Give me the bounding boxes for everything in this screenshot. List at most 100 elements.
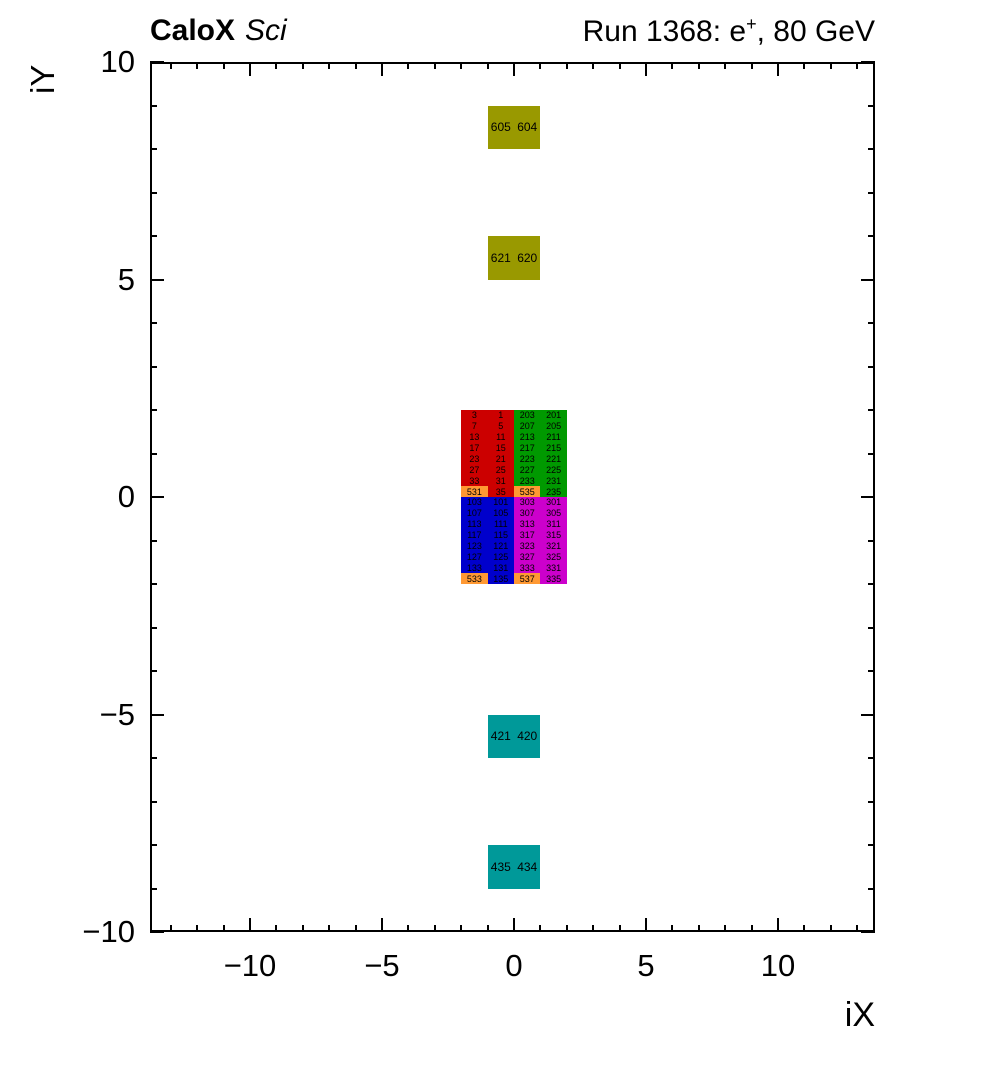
x-tick-minor [671,62,674,69]
x-tick-label: 0 [505,948,523,983]
x-tick-minor [196,62,199,69]
x-tick-minor [803,925,806,932]
y-tick-minor [868,670,875,672]
x-tick-major [381,62,383,76]
channel-cell-133: 133 [466,562,482,573]
x-tick-major [777,918,779,932]
x-tick-minor [354,925,357,932]
channel-cell-1: 1 [498,410,504,421]
y-tick-minor [868,844,875,846]
channel-cell-101: 101 [493,497,509,508]
channel-label: 435 [490,859,511,874]
quadrant-row: 531 35 [461,486,514,497]
quadrant-row: 113 111 [461,519,514,530]
channel-cell-31: 31 [495,475,506,486]
pair-block-421-420: 421 420 [487,714,541,758]
y-tick-minor [150,235,157,237]
channel-cell-111: 111 [493,519,508,530]
x-tick-minor [301,925,304,932]
x-tick-minor [275,925,278,932]
quadrant-row: 323 321 [514,541,567,552]
channel-cell-25: 25 [495,464,506,475]
channel-label: 434 [517,859,538,874]
quadrant-row: 535 235 [514,486,567,497]
channel-cell-35: 35 [495,486,506,497]
x-tick-minor [829,62,832,69]
quadrant-row: 123 121 [461,541,514,552]
channel-cell-131: 131 [493,562,509,573]
y-tick-minor [150,409,157,411]
x-tick-minor [433,62,436,69]
channel-cell-21: 21 [495,453,506,464]
x-tick-minor [697,925,700,932]
x-tick-minor [856,925,859,932]
brand-subtitle: Sci [245,14,287,47]
x-tick-minor [750,925,753,932]
x-tick-minor [486,62,489,69]
channel-cell-323: 323 [519,540,535,551]
y-tick-major [861,278,875,281]
quadrant-row: 327 325 [514,551,567,562]
channel-cell-211: 211 [546,432,561,443]
quadrant-lower-left: 103 101 107 105 113 111 117 115 123 121 127 125 133 1… [461,497,514,584]
x-tick-minor [565,925,568,932]
y-tick-minor [150,148,157,150]
channel-cell-127: 127 [466,551,482,562]
y-tick-minor [868,887,875,890]
y-tick-minor [868,757,875,759]
y-tick-minor [150,539,157,542]
quadrant-row: 533 135 [461,573,514,584]
quadrant-row: 233 231 [514,475,567,486]
x-tick-minor [354,62,357,69]
quadrant-row: 307 305 [514,508,567,519]
y-tick-minor [868,191,875,194]
y-tick-minor [150,670,157,672]
channel-cell-103: 103 [466,497,482,508]
quadrant-row: 313 311 [514,519,567,530]
x-tick-minor [301,62,304,69]
quadrant-row: 103 101 [461,497,514,508]
channel-cell-113: 113 [467,519,482,530]
plot-frame: 605 604 621 620 421 420 435 434 3 1 7 5 13 11 17 15 23 21… [150,61,875,933]
channel-cell-115: 115 [493,530,508,541]
quadrant-row: 213 211 [514,432,567,443]
channel-cell-301: 301 [546,497,562,508]
channel-cell-537: 537 [514,573,541,584]
x-tick-minor [407,62,410,69]
run-title-superscript: + [746,14,757,34]
y-tick-major [861,496,875,498]
x-tick-minor [803,62,806,69]
y-tick-minor [868,365,875,368]
run-title-prefix: Run 1368: e [582,15,747,48]
quadrant-lower-right: 303 301 307 305 313 311 317 315 323 321 327 325 333 3… [514,497,567,584]
channel-cell-13: 13 [469,432,480,443]
channel-cell-225: 225 [546,464,562,475]
quadrant-row: 133 131 [461,562,514,573]
y-tick-label: 5 [117,261,135,297]
y-tick-minor [868,800,875,803]
y-tick-label: −10 [82,914,135,949]
quadrant-upper-right: 203 201 207 205 213 211 217 215 223 221 227 225 233 2… [514,410,567,497]
quadrant-row: 117 115 [461,530,514,541]
x-tick-minor [539,925,542,932]
x-tick-minor [697,62,700,69]
channel-cell-33: 33 [469,475,480,486]
y-tick-minor [868,148,875,150]
channel-cell-23: 23 [469,453,480,464]
channel-cell-311: 311 [546,519,561,530]
channel-label: 604 [517,120,538,135]
channel-cell-331: 331 [546,562,562,573]
channel-cell-223: 223 [519,453,535,464]
y-tick-major [861,931,875,933]
channel-cell-333: 333 [519,562,535,573]
channel-cell-121: 121 [493,540,509,551]
channel-cell-315: 315 [546,530,562,541]
channel-cell-205: 205 [546,421,562,432]
x-tick-minor [169,925,172,932]
y-tick-minor [868,583,875,585]
channel-cell-335: 335 [546,573,562,584]
channel-label: 421 [490,729,511,744]
x-tick-major [513,62,515,76]
